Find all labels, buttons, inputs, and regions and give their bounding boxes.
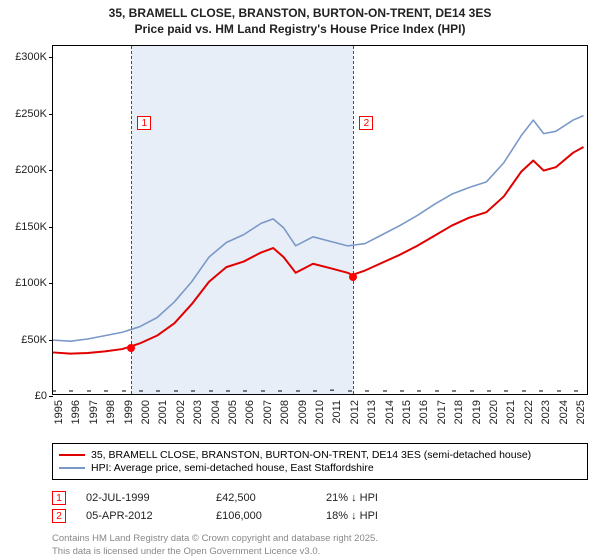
legend-swatch <box>59 454 85 456</box>
plot-area: £0£50K£100K£150K£200K£250K£300K199519961… <box>52 45 588 395</box>
transaction-date: 02-JUL-1999 <box>86 492 196 504</box>
x-tick: 2014 <box>384 394 396 424</box>
event-marker-1: 1 <box>137 116 151 130</box>
x-tick: 2001 <box>157 394 169 424</box>
x-tick: 2020 <box>488 394 500 424</box>
title-block: 35, BRAMELL CLOSE, BRANSTON, BURTON-ON-T… <box>0 0 600 39</box>
event-dot-2 <box>349 273 357 281</box>
x-tick: 1999 <box>123 394 135 424</box>
transaction-row: 2 05-APR-2012 £106,000 18% ↓ HPI <box>52 509 588 523</box>
transactions-table: 1 02-JUL-1999 £42,500 21% ↓ HPI 2 05-APR-2012… <box>52 487 588 527</box>
legend-swatch <box>59 467 85 469</box>
credits-line-1: Contains HM Land Registry data © Crown c… <box>52 533 378 545</box>
x-tick: 1995 <box>53 394 65 424</box>
x-tick: 1996 <box>70 394 82 424</box>
y-tick: £200K <box>3 164 47 176</box>
x-tick: 2015 <box>401 394 413 424</box>
legend-box: 35, BRAMELL CLOSE, BRANSTON, BURTON-ON-T… <box>52 443 588 480</box>
x-tick: 1997 <box>88 394 100 424</box>
y-tick: £0 <box>3 390 47 402</box>
x-tick: 2019 <box>471 394 483 424</box>
title-line-2: Price paid vs. HM Land Registry's House … <box>10 22 590 38</box>
x-tick: 2003 <box>192 394 204 424</box>
credits-line-2: This data is licensed under the Open Gov… <box>52 546 378 558</box>
title-line-1: 35, BRAMELL CLOSE, BRANSTON, BURTON-ON-T… <box>10 6 590 22</box>
x-tick: 2010 <box>314 394 326 424</box>
x-tick: 2006 <box>244 394 256 424</box>
x-tick: 2000 <box>140 394 152 424</box>
x-tick: 2024 <box>558 394 570 424</box>
event-dot-1 <box>127 344 135 352</box>
transaction-row: 1 02-JUL-1999 £42,500 21% ↓ HPI <box>52 491 588 505</box>
x-tick: 2023 <box>540 394 552 424</box>
transaction-hpi-diff: 21% ↓ HPI <box>326 492 426 504</box>
y-tick: £50K <box>3 334 47 346</box>
y-tick: £100K <box>3 277 47 289</box>
x-tick: 2012 <box>349 394 361 424</box>
x-tick: 2007 <box>262 394 274 424</box>
transaction-hpi-diff: 18% ↓ HPI <box>326 510 426 522</box>
x-tick: 2021 <box>505 394 517 424</box>
legend-label: HPI: Average price, semi-detached house,… <box>91 462 374 474</box>
event-marker-2: 2 <box>359 116 373 130</box>
chart-container: 35, BRAMELL CLOSE, BRANSTON, BURTON-ON-T… <box>0 0 600 560</box>
transaction-index: 2 <box>52 509 66 523</box>
series-price_paid <box>53 147 584 354</box>
x-tick: 2005 <box>227 394 239 424</box>
x-tick: 2008 <box>279 394 291 424</box>
y-tick: £250K <box>3 108 47 120</box>
x-tick: 2017 <box>436 394 448 424</box>
x-tick: 2002 <box>175 394 187 424</box>
x-tick: 2016 <box>418 394 430 424</box>
legend-item: HPI: Average price, semi-detached house,… <box>59 462 581 474</box>
x-tick: 2013 <box>366 394 378 424</box>
x-tick: 2025 <box>575 394 587 424</box>
chart-area: £0 £50K £100K £150K £200K £250K £300K 1995 1996 1… <box>0 39 600 459</box>
x-tick: 2011 <box>331 394 343 424</box>
transaction-price: £106,000 <box>216 510 306 522</box>
transaction-price: £42,500 <box>216 492 306 504</box>
transaction-date: 05-APR-2012 <box>86 510 196 522</box>
legend-item: 35, BRAMELL CLOSE, BRANSTON, BURTON-ON-T… <box>59 449 581 461</box>
legend-label: 35, BRAMELL CLOSE, BRANSTON, BURTON-ON-T… <box>91 449 531 461</box>
series-svg <box>53 46 587 394</box>
x-tick: 2022 <box>523 394 535 424</box>
y-tick: £150K <box>3 221 47 233</box>
x-tick: 2004 <box>210 394 222 424</box>
x-tick: 2009 <box>297 394 309 424</box>
series-hpi <box>53 116 584 342</box>
x-tick: 1998 <box>105 394 117 424</box>
x-tick: 2018 <box>453 394 465 424</box>
y-tick: £300K <box>3 51 47 63</box>
transaction-index: 1 <box>52 491 66 505</box>
credits: Contains HM Land Registry data © Crown c… <box>52 533 378 558</box>
